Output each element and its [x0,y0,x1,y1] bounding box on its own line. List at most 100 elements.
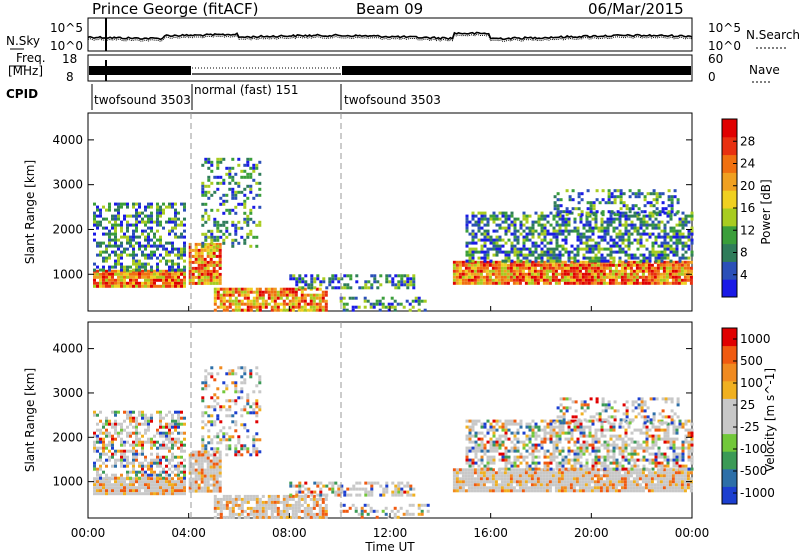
range-gate-cell [510,267,513,270]
range-gate-cell [228,408,231,411]
range-gate-cell [220,516,223,519]
range-gate-cell [105,435,108,438]
range-gate-cell [204,264,207,267]
range-gate-cell [135,266,138,269]
range-gate-cell [156,483,159,486]
range-gate-cell [478,450,481,453]
range-gate-cell [403,280,406,283]
range-gate-cell [596,189,599,192]
range-gate-cell [525,282,528,285]
range-gate-cell [373,277,376,280]
range-gate-cell [204,273,207,276]
range-gate-cell [126,456,129,459]
range-gate-cell [225,432,228,435]
range-gate-cell [567,270,570,273]
range-gate-cell [144,245,147,248]
range-gate-cell [180,248,183,251]
range-gate-cell [618,480,621,483]
range-gate-cell [619,224,622,227]
range-gate-cell [546,270,549,273]
range-gate-cell [168,447,171,450]
range-gate-cell [108,276,111,279]
range-gate-cell [165,248,168,251]
range-gate-cell [617,210,620,213]
range-gate-cell [165,423,168,426]
range-gate-cell [628,248,631,251]
range-gate-cell [633,270,636,273]
range-gate-cell [222,200,225,203]
range-gate-cell [484,254,487,257]
colorbar-swatch [722,119,737,137]
range-gate-cell [244,309,247,312]
range-gate-cell [192,273,195,276]
range-gate-cell [540,480,543,483]
range-gate-cell [585,270,588,273]
range-gate-cell [201,411,204,414]
range-gate-cell [135,221,138,224]
range-gate-cell [325,504,328,507]
range-gate-cell [102,227,105,230]
range-gate-cell [619,248,622,251]
range-gate-cell [156,411,159,414]
range-gate-cell [135,459,138,462]
range-gate-cell [492,474,495,477]
range-gate-cell [132,233,135,236]
range-gate-cell [406,494,409,497]
range-gate-cell [541,224,544,227]
range-gate-cell [219,197,222,200]
range-gate-cell [283,516,286,519]
range-gate-cell [204,279,207,282]
range-gate-cell [637,248,640,251]
range-gate-cell [126,459,129,462]
range-gate-cell [639,276,642,279]
range-gate-cell [132,251,135,254]
range-gate-cell [481,221,484,224]
range-gate-cell [469,465,472,468]
range-gate-cell [111,215,114,218]
range-gate-cell [102,426,105,429]
range-gate-cell [108,435,111,438]
range-gate-cell [653,204,656,207]
range-gate-cell [606,276,609,279]
range-gate-cell [117,245,120,248]
colorbar-tick-label: 8 [740,246,748,260]
range-gate-cell [600,486,603,489]
range-gate-cell [579,486,582,489]
range-gate-cell [216,432,219,435]
range-gate-cell [520,248,523,251]
range-gate-cell [579,480,582,483]
range-gate-cell [162,468,165,471]
range-gate-cell [466,456,469,459]
range-gate-cell [355,297,358,300]
range-gate-cell [223,498,226,501]
range-gate-cell [576,474,579,477]
range-gate-cell [609,474,612,477]
range-gate-cell [664,242,667,245]
range-gate-cell [240,453,243,456]
range-gate-cell [171,279,174,282]
range-gate-cell [394,306,397,309]
range-gate-cell [630,270,633,273]
range-gate-cell [465,471,468,474]
noise-right-tick-bottom: 10^0 [708,39,741,53]
range-gate-cell [516,471,519,474]
range-gate-cell [471,483,474,486]
range-gate-cell [156,276,159,279]
range-gate-cell [198,466,201,469]
range-gate-cell [487,254,490,257]
range-gate-cell [322,498,325,501]
range-gate-cell [231,372,234,375]
range-gate-cell [621,486,624,489]
range-gate-cell [484,465,487,468]
range-gate-cell [496,230,499,233]
range-gate-cell [493,426,496,429]
range-gate-cell [243,239,246,242]
range-gate-cell [96,227,99,230]
range-gate-cell [613,221,616,224]
range-gate-cell [594,471,597,474]
range-gate-cell [618,264,621,267]
range-gate-cell [180,236,183,239]
range-gate-cell [316,516,319,519]
range-gate-cell [553,251,556,254]
range-gate-cell [496,215,499,218]
